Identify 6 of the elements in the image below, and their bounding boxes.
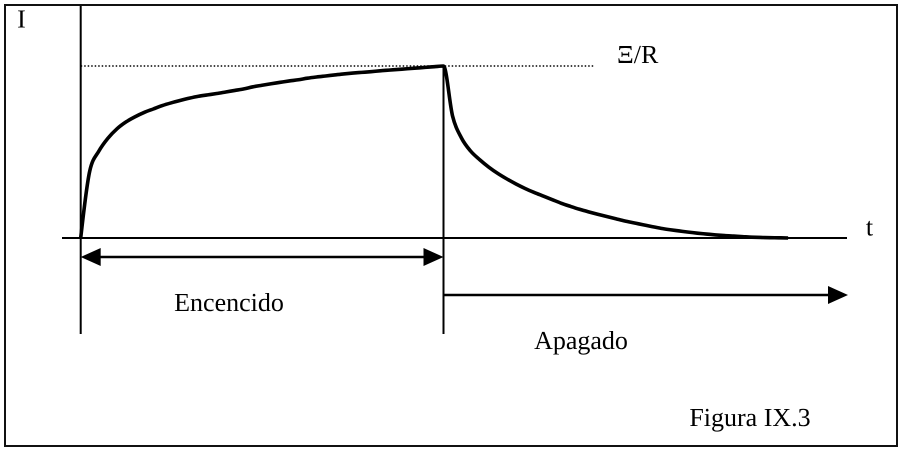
y-axis-title: I <box>17 4 26 34</box>
text: Apagado <box>534 326 628 355</box>
x-axis-title: t <box>866 212 874 242</box>
text: Figura IX.3 <box>689 403 811 432</box>
text: Encencido <box>174 288 284 317</box>
ref-line-label: Ξ/R <box>617 40 659 69</box>
